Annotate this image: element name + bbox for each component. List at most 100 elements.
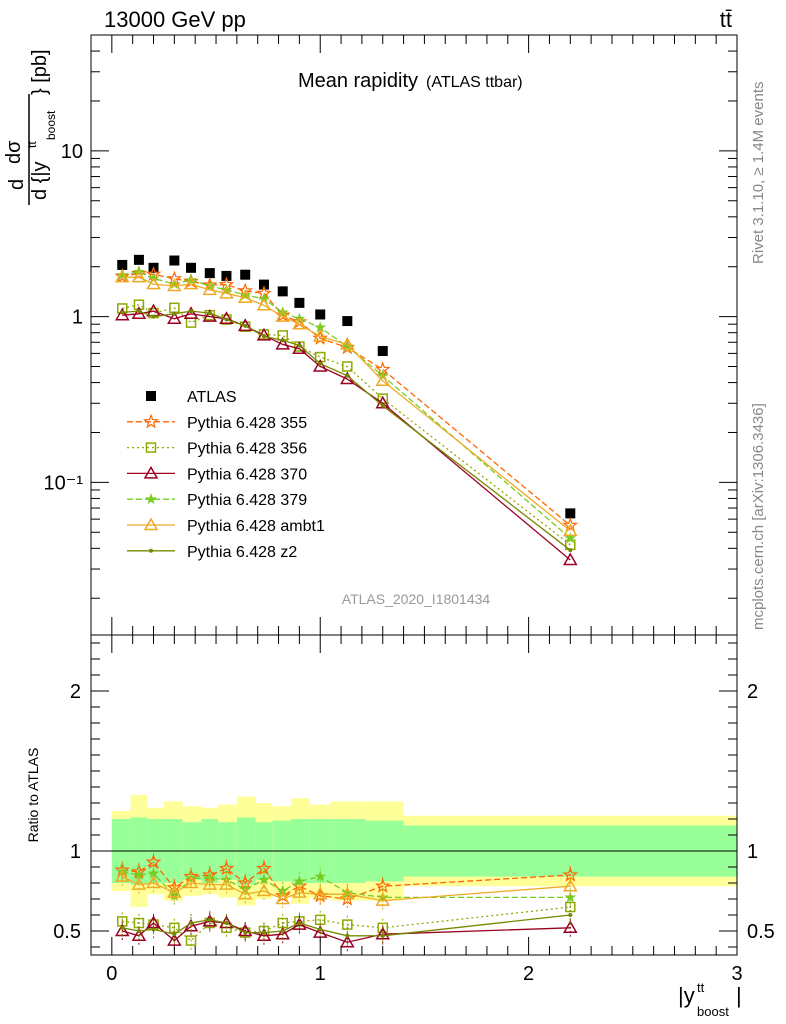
main-point-pythia-6-428-ambt1-10 [292, 316, 307, 330]
ratio-point-pythia-6-428-z2-5 [207, 917, 212, 922]
chart-title: Mean rapidity [298, 70, 418, 92]
main-point-pythia-6-428-ambt1-1 [131, 269, 147, 283]
ratio-xlabel: |y tt boost | [678, 980, 742, 1019]
main-point-pythia-6-428-370-1 [131, 306, 147, 320]
main-point-atlas-1 [133, 254, 144, 265]
main-point-pythia-6-428-ambt1-13 [375, 373, 391, 387]
legend-label-pythia-6-428-370: Pythia 6.428 370 [187, 466, 307, 483]
legend: ATLAS Pythia 6.428 355 Pythia 6.428 356 Pyt… [127, 389, 325, 561]
main-point-atlas-0 [117, 259, 128, 270]
main-point-pythia-6-428-355-14 [562, 517, 579, 533]
ratio-point-pythia-6-428-z2-6 [224, 921, 229, 925]
main-point-pythia-6-428-z2-3 [172, 311, 177, 316]
main-point-pythia-6-428-ambt1-11 [312, 328, 328, 342]
ratio-frame [90, 634, 738, 956]
main-panel: 10⁻¹ 1 10 Mean rapidity (ATLAS ttbar) ATLA… [3, 34, 738, 636]
legend-marker-pythia-6-428-356 [145, 442, 157, 453]
main-point-atlas-9 [277, 286, 288, 297]
ratio-point-pythia-6-428-379-11 [314, 870, 327, 882]
main-point-atlas-10 [294, 297, 305, 308]
rivet-version-label: Rivet 3.1.10, ≥ 1.4M events [750, 82, 767, 265]
ratio-xtick-label: 0 [106, 963, 117, 985]
main-point-pythia-6-428-z2-0 [120, 310, 125, 315]
ratio-point-pythia-6-428-ambt1-7 [237, 886, 253, 900]
ratio-point-pythia-6-428-z2-0 [120, 925, 125, 930]
ratio-point-pythia-6-428-ambt1-3 [167, 885, 182, 898]
ratio-point-pythia-6-428-370-3 [167, 933, 182, 946]
legend-label-atlas: ATLAS [187, 389, 237, 406]
main-point-pythia-6-428-z2-10 [297, 343, 302, 348]
ratio-point-pythia-6-428-379-10 [293, 875, 306, 887]
main-point-atlas-3 [169, 255, 180, 266]
ratio-point-pythia-6-428-ambt1-11 [312, 886, 328, 900]
main-axis-ticks: 10⁻¹ 1 10 [44, 34, 738, 635]
legend-label-pythia-6-428-356: Pythia 6.428 356 [187, 441, 307, 458]
mcplots-label: mcplots.cern.ch [arXiv:1306.3436] [750, 403, 767, 630]
main-point-pythia-6-428-370-9 [275, 336, 291, 350]
main-point-pythia-6-428-370-0 [114, 307, 130, 321]
ratio-point-pythia-6-428-z2-1 [136, 929, 141, 933]
xlabel-sup: tt [697, 980, 705, 995]
main-series-group [114, 254, 579, 566]
legend-marker-pythia-6-428-379 [145, 492, 157, 505]
legend-marker-pythia-6-428-z2 [149, 548, 153, 553]
main-point-pythia-6-428-z2-1 [136, 309, 141, 314]
main-point-pythia-6-428-ambt1-2 [146, 276, 161, 290]
ratio-point-pythia-6-428-ambt1-2 [146, 875, 161, 889]
ratio-point-pythia-6-428-z2-3 [172, 932, 177, 937]
main-point-pythia-6-428-z2-2 [151, 314, 156, 319]
main-ytick-label: 10 [61, 141, 83, 163]
ratio-point-pythia-6-428-z2-9 [280, 929, 285, 933]
legend-marker-pythia-6-428-ambt1 [143, 517, 159, 531]
legend-label-pythia-6-428-355: Pythia 6.428 355 [187, 415, 307, 432]
main-point-pythia-6-428-ambt1-4 [183, 276, 199, 290]
main-point-atlas-7 [240, 269, 251, 280]
ratio-xtick-label: 2 [523, 963, 534, 985]
ratio-point-pythia-6-428-379-14 [564, 891, 577, 903]
main-point-pythia-6-428-z2-8 [261, 334, 266, 339]
legend-marker-pythia-6-428-370 [143, 465, 159, 479]
legend-label-pythia-6-428-379: Pythia 6.428 379 [187, 492, 307, 509]
main-point-pythia-6-428-370-14 [562, 552, 578, 566]
main-point-pythia-6-428-356-12 [342, 361, 353, 372]
ratio-point-pythia-6-428-z2-2 [151, 927, 156, 932]
main-point-pythia-6-428-355-1 [131, 265, 147, 281]
main-point-pythia-6-428-z2-4 [189, 309, 194, 314]
main-point-atlas-13 [377, 346, 388, 357]
main-line-pythia-6-428-355 [122, 272, 571, 526]
ratio-point-pythia-6-428-ambt1-9 [275, 891, 291, 905]
ratio-line-pythia-6-428-z2 [122, 914, 571, 937]
ratio-point-pythia-6-428-z2-14 [568, 913, 573, 917]
ratio-xtick-label: 1 [315, 963, 326, 985]
ylabel-numerator: dσ [3, 140, 25, 164]
ylabel-denominator: d {|y [29, 161, 51, 200]
main-point-pythia-6-428-ambt1-12 [340, 336, 355, 350]
main-point-atlas-14 [565, 508, 576, 519]
ratio-point-pythia-6-428-ambt1-4 [183, 875, 199, 889]
ratio-point-pythia-6-428-370-13 [375, 926, 391, 940]
main-point-pythia-6-428-ambt1-0 [114, 269, 130, 283]
ratio-point-pythia-6-428-z2-4 [189, 921, 194, 925]
main-point-pythia-6-428-370-4 [183, 306, 199, 320]
ratio-point-pythia-6-428-ambt1-13 [375, 893, 391, 906]
xlabel-sub: boost [697, 1004, 729, 1019]
main-line-pythia-6-428-ambt1 [122, 276, 571, 532]
ratio-point-pythia-6-428-370-12 [340, 934, 355, 948]
main-point-pythia-6-428-379-5 [203, 279, 216, 291]
ratio-point-pythia-6-428-ambt1-1 [131, 877, 147, 890]
main-point-pythia-6-428-ambt1-7 [237, 290, 253, 303]
main-ytick-label: 1 [72, 307, 83, 329]
process-label: tt̄ [720, 7, 732, 32]
ratio-ytick-label-left: 1 [70, 841, 81, 863]
main-point-atlas-8 [258, 279, 269, 290]
main-point-pythia-6-428-z2-7 [243, 323, 248, 328]
ratio-point-pythia-6-428-370-14 [562, 920, 578, 934]
ratio-series-group [114, 853, 579, 952]
analysis-tag: ATLAS_2020_I1801434 [342, 591, 491, 607]
ratio-ylabel: Ratio to ATLAS [25, 748, 41, 843]
legend-marker-pythia-6-428-355 [143, 413, 159, 429]
main-point-atlas-5 [204, 268, 215, 279]
main-point-pythia-6-428-ambt1-14 [562, 523, 578, 537]
main-ytick-label: 10⁻¹ [44, 472, 84, 494]
